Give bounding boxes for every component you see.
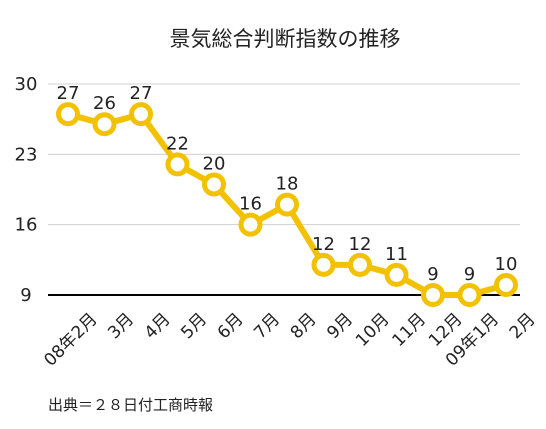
data-label: 11 [385, 244, 408, 265]
data-point [384, 262, 409, 287]
x-tick-label: 5月 [177, 309, 211, 343]
data-point [56, 102, 80, 127]
data-label: 12 [312, 234, 335, 255]
data-point [129, 102, 153, 127]
data-point [275, 192, 299, 217]
point-markers [56, 102, 518, 307]
y-tick-label: 16 [15, 215, 38, 236]
data-label: 9 [427, 264, 438, 285]
data-point [165, 152, 190, 177]
data-label: 22 [166, 133, 189, 154]
x-tick-label: 11月 [389, 309, 430, 350]
data-point [202, 172, 226, 197]
data-point [494, 272, 518, 297]
x-tick-label: 6月 [214, 309, 248, 343]
x-tick-label: 10月 [352, 309, 393, 350]
data-label: 27 [130, 83, 153, 104]
data-label: 20 [203, 153, 226, 174]
x-tick-label: 2月 [506, 309, 540, 343]
x-tick-label: 8月 [287, 309, 321, 343]
y-axis-ticks: 9 16 23 30 [15, 74, 38, 306]
data-label: 12 [349, 234, 372, 255]
data-label: 18 [276, 174, 299, 195]
data-label: 10 [495, 254, 518, 275]
source-note: 出典＝２８日付工商時報 [48, 396, 213, 414]
y-tick-label: 30 [15, 74, 38, 95]
data-point [348, 252, 372, 277]
x-tick-label: 9月 [323, 309, 357, 343]
y-tick-label: 9 [20, 285, 31, 306]
x-tick-label: 7月 [250, 309, 284, 343]
data-point [238, 212, 263, 237]
x-tick-label: 3月 [104, 309, 138, 343]
data-label: 9 [464, 264, 475, 285]
data-label: 27 [57, 83, 80, 104]
data-point [421, 283, 445, 307]
data-point [311, 252, 336, 277]
y-tick-label: 23 [15, 144, 38, 165]
x-tick-label: 4月 [141, 309, 175, 343]
data-point [457, 283, 482, 307]
x-tick-label: 08年2月 [40, 309, 101, 370]
chart-title: 景気総合判断指数の推移 [170, 27, 401, 51]
data-point [92, 112, 117, 137]
data-label: 26 [93, 93, 116, 114]
data-labels: 27 26 27 22 20 16 18 12 12 11 9 9 10 [57, 83, 518, 285]
data-label: 16 [239, 194, 262, 215]
